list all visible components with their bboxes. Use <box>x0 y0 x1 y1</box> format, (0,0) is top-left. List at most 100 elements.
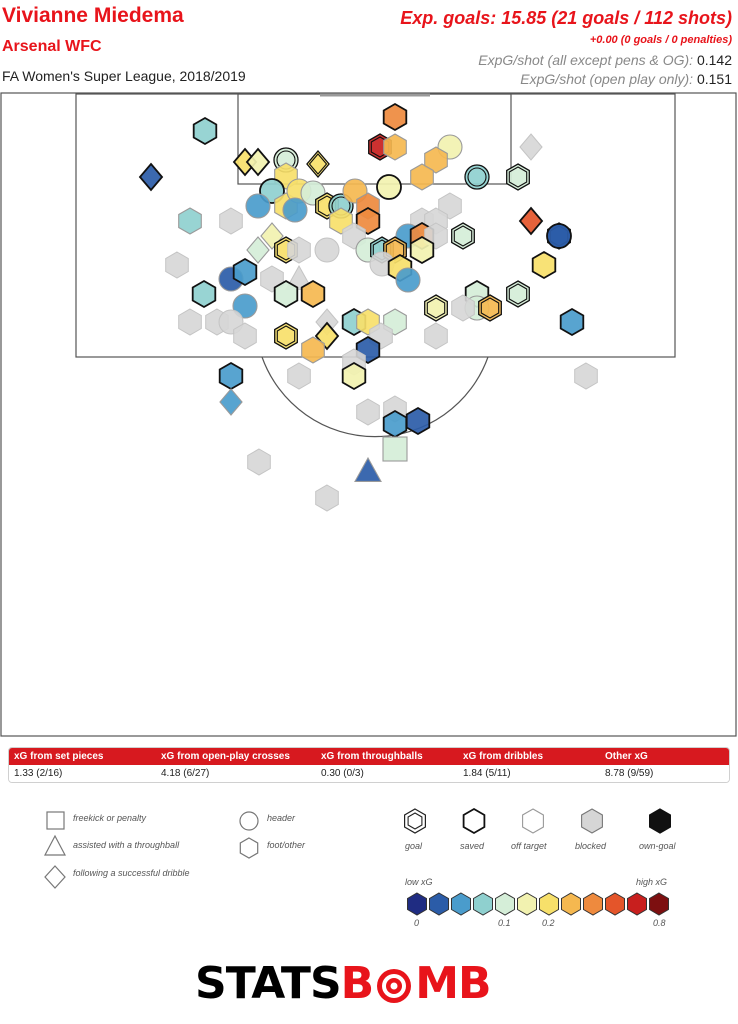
legend: freekick or penalty assisted with a thro… <box>44 807 677 928</box>
player-name: Vivianne Miedema <box>2 4 184 27</box>
blocked-icon <box>581 808 603 834</box>
xg-category-table: xG from set pieces xG from open-play cro… <box>8 747 730 783</box>
logo-text-right: MB <box>415 958 491 1009</box>
scale-tick-0-2: 0.2 <box>542 918 555 928</box>
xg-per-shot-row: ExpG/shot (all except pens & OG): 0.142 <box>478 52 732 68</box>
legend-own-goal: own-goal <box>639 841 677 851</box>
shot-marker <box>506 163 530 191</box>
shot-marker <box>232 257 258 287</box>
legend-header: header <box>267 813 296 823</box>
scale-tick-0: 0 <box>414 918 419 928</box>
team-name: Arsenal WFC <box>2 38 102 55</box>
value-other: 8.78 (9/59) <box>605 768 654 779</box>
shot-marker <box>178 207 202 235</box>
scale-swatch <box>429 892 449 916</box>
scale-swatch <box>605 892 625 916</box>
shot-marker <box>395 267 421 293</box>
shot-marker <box>301 336 325 364</box>
shot-marker <box>300 279 326 309</box>
scale-swatch <box>451 892 471 916</box>
scale-swatch <box>649 892 669 916</box>
shot-marker <box>218 361 244 391</box>
scale-swatch <box>539 892 559 916</box>
square-icon <box>46 811 65 830</box>
scale-swatch <box>517 892 537 916</box>
shot-marker <box>546 223 572 249</box>
shots-layer <box>138 102 598 512</box>
legend-throughball: assisted with a throughball <box>73 840 180 850</box>
scale-swatch <box>561 892 581 916</box>
xg-per-shot-open-play-label: ExpG/shot (open play only): <box>520 71 694 87</box>
shot-marker <box>315 484 339 512</box>
shot-marker <box>306 149 330 179</box>
logo-text-left: STATS <box>195 958 342 1009</box>
shot-marker <box>424 294 448 322</box>
xg-per-shot-value: 0.142 <box>696 52 732 68</box>
header-open-play-crosses: xG from open-play crosses <box>161 751 290 762</box>
penalty-arc <box>261 356 489 438</box>
shot-marker <box>192 116 218 146</box>
shot-marker <box>383 133 407 161</box>
legend-blocked: blocked <box>575 841 607 851</box>
shot-marker <box>424 146 448 174</box>
xg-category-values: 1.33 (2/16) 4.18 (6/27) 0.30 (0/3) 1.84 … <box>9 765 729 782</box>
shot-marker <box>341 361 367 391</box>
shot-marker <box>424 322 448 350</box>
scale-swatch <box>627 892 647 916</box>
shot-marker <box>574 362 598 390</box>
shot-marker <box>409 235 435 265</box>
xg-color-scale <box>407 892 669 916</box>
shot-marker <box>178 308 202 336</box>
hexagon-icon <box>239 837 259 859</box>
value-throughballs: 0.30 (0/3) <box>321 768 364 779</box>
goal-icon <box>404 808 426 834</box>
header-dribbles: xG from dribbles <box>463 751 544 762</box>
competition: FA Women's Super League, 2018/2019 <box>2 68 246 84</box>
shot-marker <box>282 197 308 223</box>
statsbomb-logo: STATS B MB <box>195 958 492 1009</box>
shot-marker <box>410 163 434 191</box>
scale-swatch <box>495 892 515 916</box>
shot-marker <box>138 162 164 192</box>
shot-marker <box>382 102 408 132</box>
xg-per-shot-label: ExpG/shot (all except pens & OG): <box>478 52 694 68</box>
xg-category-header: xG from set pieces xG from open-play cro… <box>9 748 729 765</box>
legend-saved: saved <box>460 841 485 851</box>
value-open-play-crosses: 4.18 (6/27) <box>161 768 210 779</box>
legend-freekick: freekick or penalty <box>73 813 147 823</box>
shot-marker <box>287 362 311 390</box>
shot-marker <box>274 322 298 350</box>
shot-marker <box>191 279 217 309</box>
shot-map-pitch <box>0 92 737 737</box>
shot-marker <box>506 280 530 308</box>
header-other: Other xG <box>605 751 648 762</box>
shot-marker <box>232 293 258 319</box>
triangle-icon <box>44 834 66 856</box>
shot-marker <box>247 448 271 476</box>
shot-marker <box>356 398 380 426</box>
shot-marker <box>354 456 382 482</box>
shot-marker <box>245 193 271 219</box>
shot-marker <box>233 322 257 350</box>
shot-marker <box>245 147 271 177</box>
shot-marker <box>531 250 557 280</box>
goal-icon-inner <box>407 812 423 830</box>
scale-swatch <box>407 892 427 916</box>
shot-marker <box>287 236 311 264</box>
legend-dribble: following a successful dribble <box>73 868 190 878</box>
shot-marker <box>451 294 475 322</box>
shot-marker <box>519 133 543 161</box>
shot-marker <box>451 222 475 250</box>
circle-icon <box>239 811 259 831</box>
xg-per-shot-open-play-value: 0.151 <box>696 71 732 87</box>
pitch-boundary <box>0 92 737 737</box>
shot-marker <box>376 174 402 200</box>
shot-marker <box>285 264 313 290</box>
penalties-summary: +0.00 (0 goals / 0 penalties) <box>589 34 732 46</box>
shot-marker <box>219 207 243 235</box>
shot-marker <box>405 406 431 436</box>
off-target-icon <box>522 808 544 834</box>
diamond-icon <box>44 865 66 889</box>
shot-marker <box>464 164 490 190</box>
shot-marker <box>219 388 243 416</box>
